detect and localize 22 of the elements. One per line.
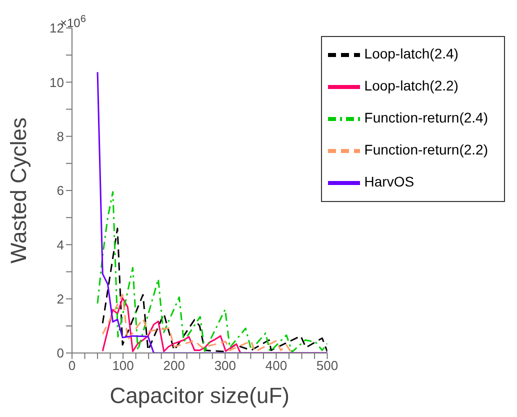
x-tick-label: 300	[214, 358, 236, 374]
x-tick-label: 100	[112, 358, 134, 374]
line-series	[102, 228, 328, 352]
line-series	[96, 191, 328, 353]
legend-label: Loop-latch(2.4)	[364, 46, 458, 62]
y-tick-label: 0	[56, 346, 64, 361]
y-tick-label: 4	[56, 237, 64, 252]
line-series	[102, 294, 292, 353]
legend-label: Loop-latch(2.2)	[364, 78, 458, 94]
y-tick-label: 8	[56, 128, 64, 144]
x-axis-title: Capacitor size(uF)	[110, 383, 290, 408]
y-tick-label: 2	[56, 291, 64, 306]
legend-label: Function-return(2.4)	[364, 110, 488, 126]
x-tick-label: 500	[316, 358, 338, 374]
legend-label: HarvOS	[364, 174, 414, 190]
y-axis-title: Wasted Cycles	[6, 118, 31, 264]
legend-label: Function-return(2.2)	[364, 142, 488, 158]
x-tick-label: 0	[68, 358, 76, 374]
y-tick-label: 10	[50, 74, 64, 90]
y-tick-label: 6	[56, 183, 64, 198]
x-tick-label: 200	[163, 358, 185, 374]
x-tick-label: 400	[265, 358, 288, 374]
